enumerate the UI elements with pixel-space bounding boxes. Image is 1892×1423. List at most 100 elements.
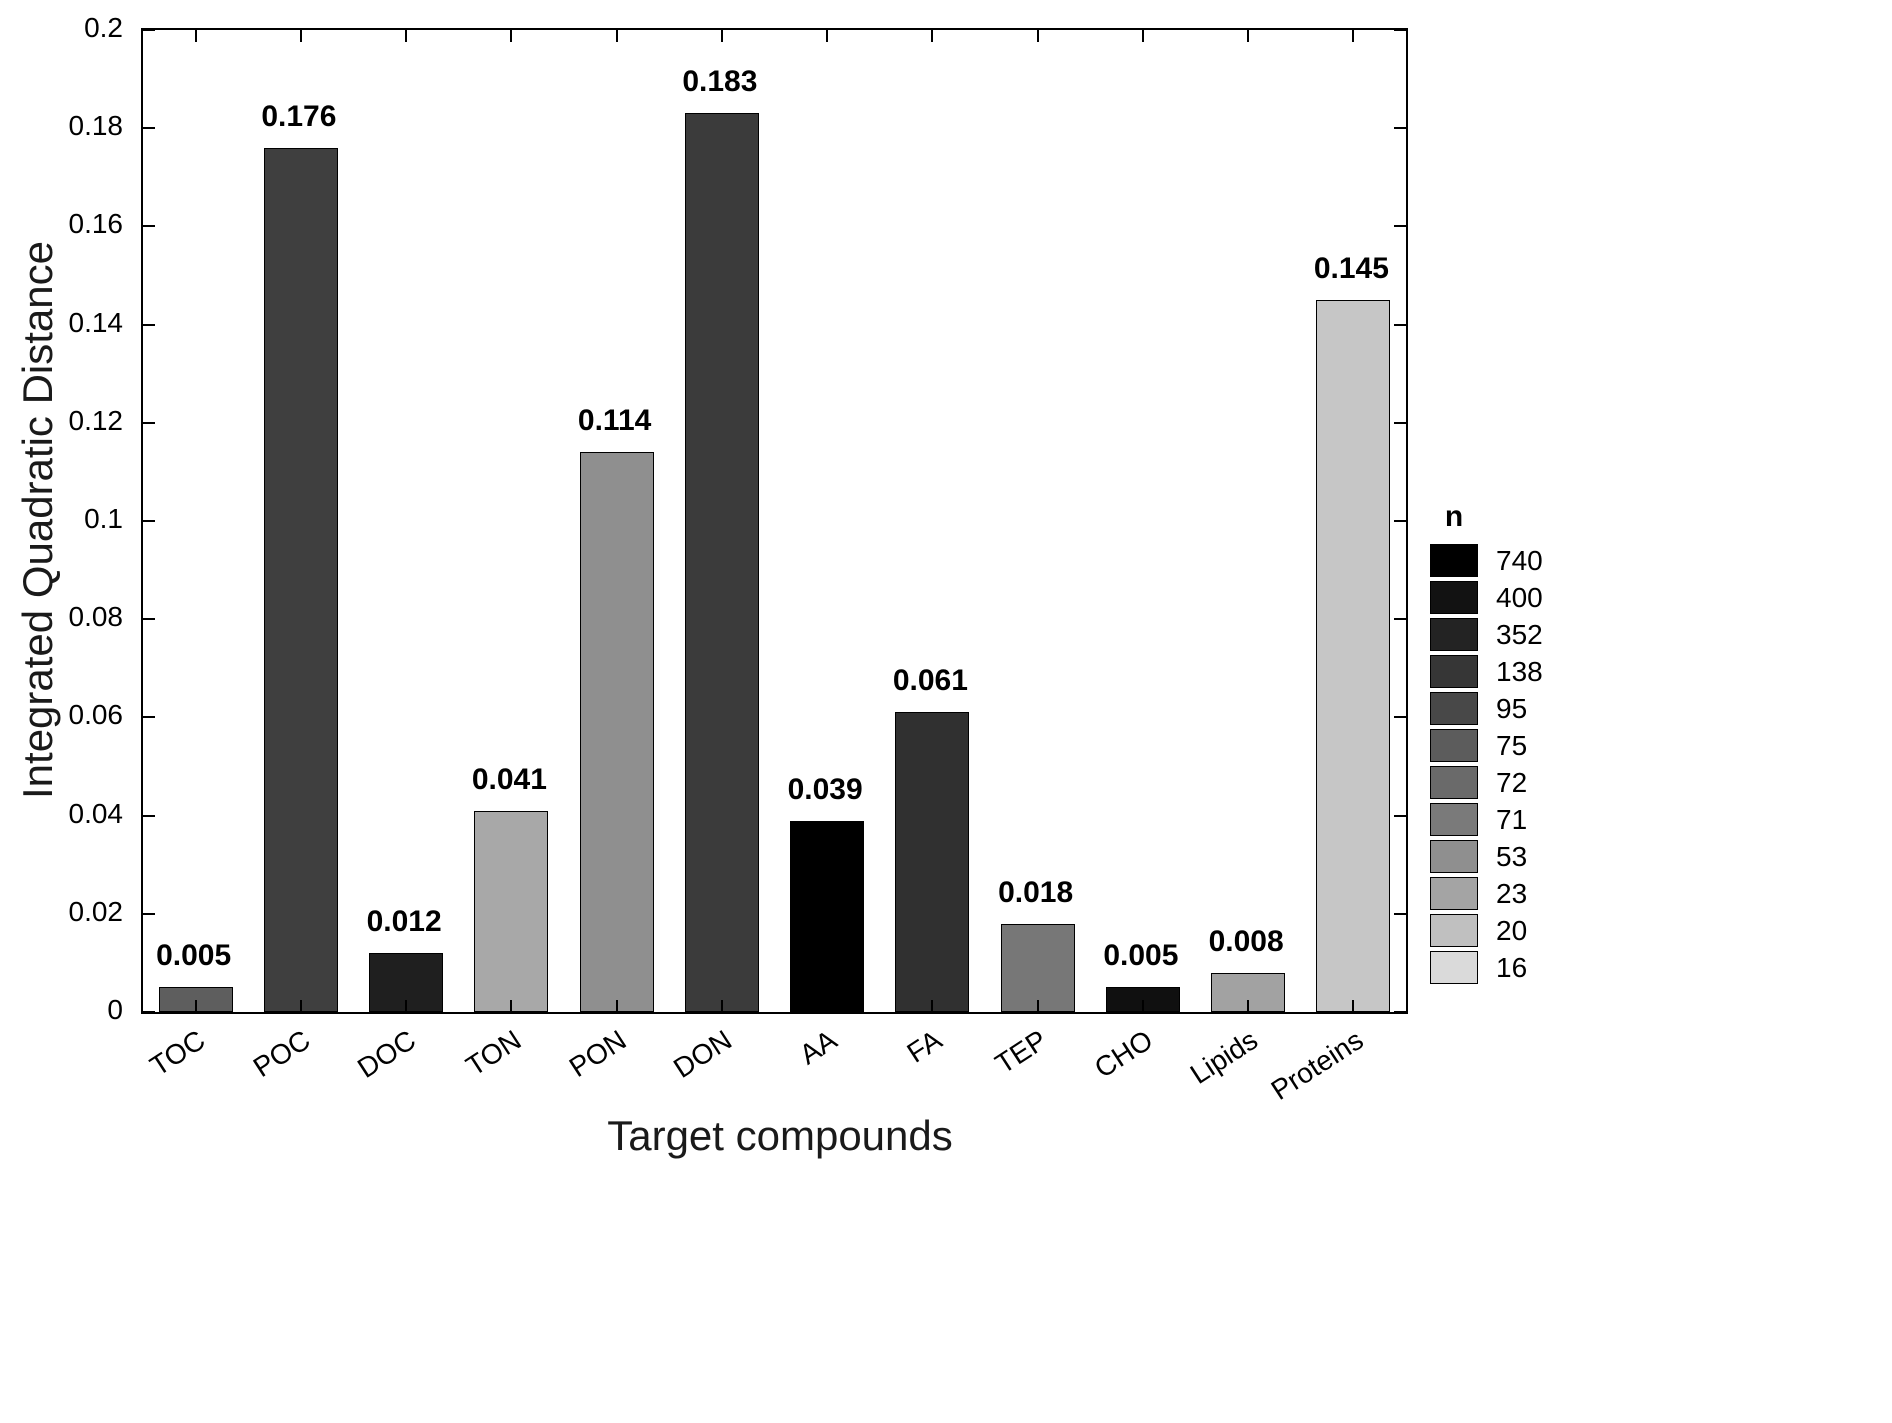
legend-entry: 400: [1430, 581, 1543, 614]
y-tick-mark-left: [143, 618, 155, 621]
y-tick-mark-left: [143, 814, 155, 817]
y-tick-label: 0.14: [68, 306, 124, 338]
x-tick-label-text: TOC: [144, 1024, 211, 1082]
legend-swatch: [1430, 803, 1478, 836]
legend-entry-label: 71: [1496, 803, 1528, 835]
legend-entry: 740: [1430, 544, 1543, 577]
y-tick-mark-left: [143, 520, 155, 522]
y-tick-mark-right: [1394, 323, 1406, 326]
legend-swatch: [1430, 692, 1478, 725]
y-tick-label: 0.1: [84, 503, 123, 534]
x-tick-mark-bottom: [194, 1000, 197, 1012]
x-tick-mark-bottom: [1352, 1000, 1355, 1012]
x-tick-label-text: DON: [667, 1024, 737, 1084]
legend-swatch: [1430, 914, 1478, 947]
x-tick-mark-top: [299, 30, 302, 42]
bar-value-label: 0.039: [787, 772, 863, 806]
legend-entry-label: 75: [1496, 729, 1528, 761]
bar-value-label: 0.176: [261, 99, 337, 133]
x-tick-mark-bottom: [720, 1000, 723, 1012]
bar-value-label: 0.041: [471, 762, 547, 796]
x-tick-mark-top: [1036, 30, 1039, 42]
legend-swatch: [1430, 618, 1478, 651]
x-tick-label-text: PON: [563, 1024, 632, 1084]
bar-value-label: 0.018: [998, 875, 1074, 909]
y-tick-mark-right: [1394, 225, 1406, 228]
bar-AA: [790, 820, 865, 1012]
x-tick-label-text: Proteins: [1265, 1024, 1369, 1106]
bar-value-label: 0.012: [366, 905, 442, 939]
x-axis-label: Target compounds: [607, 1112, 953, 1159]
x-tick-mark-bottom: [1036, 1000, 1039, 1012]
y-tick-label: 0.18: [68, 110, 124, 142]
bar-value-label: 0.008: [1208, 924, 1284, 958]
legend-entry-label: 352: [1496, 618, 1543, 650]
legend-entry: 352: [1430, 618, 1543, 651]
legend-entry: 71: [1430, 803, 1543, 836]
legend-entry-label: 23: [1496, 877, 1528, 909]
x-tick-mark-bottom: [405, 1000, 408, 1012]
x-tick-mark-bottom: [1141, 1000, 1144, 1012]
y-tick-label: 0.16: [68, 208, 124, 240]
legend-entry: 20: [1430, 914, 1543, 947]
bar-value-label: 0.145: [1313, 252, 1389, 286]
legend-swatch: [1430, 581, 1478, 614]
legend-swatch: [1430, 877, 1478, 910]
bar-DON: [684, 113, 759, 1012]
bar-value-label: 0.005: [156, 939, 232, 973]
y-tick-mark-right: [1394, 716, 1406, 719]
legend-swatch: [1430, 729, 1478, 762]
legend-title: n: [1444, 500, 1464, 533]
x-tick-label-text: TON: [460, 1024, 527, 1082]
y-tick-mark-right: [1394, 29, 1406, 31]
y-tick-label: 0.06: [68, 699, 124, 731]
legend: n 740 400 352 138 95 75 72 71 53 23 20 16: [1430, 500, 1543, 988]
legend-swatch: [1430, 544, 1478, 577]
bar-value-label: 0.114: [577, 404, 652, 438]
legend-entry: 53: [1430, 840, 1543, 873]
y-tick-mark-left: [143, 127, 155, 130]
y-tick-mark-right: [1394, 421, 1406, 424]
x-tick-mark-bottom: [826, 1000, 829, 1012]
y-tick-mark-right: [1394, 127, 1406, 130]
x-tick-mark-top: [194, 30, 197, 42]
legend-swatch: [1430, 655, 1478, 688]
x-tick-mark-top: [510, 30, 513, 42]
legend-entry: 72: [1430, 766, 1543, 799]
x-tick-mark-top: [405, 30, 408, 42]
y-tick-mark-left: [143, 225, 155, 228]
x-tick-mark-bottom: [1247, 1000, 1250, 1012]
legend-entry-label: 138: [1496, 655, 1543, 687]
y-tick-mark-left: [143, 716, 155, 719]
legend-entry-label: 16: [1496, 951, 1528, 983]
x-tick-label-text: FA: [901, 1024, 948, 1069]
x-tick-label-text: TEP: [989, 1024, 1053, 1080]
legend-swatch: [1430, 766, 1478, 799]
y-tick-mark-right: [1394, 814, 1406, 817]
y-tick-label: 0.08: [68, 601, 124, 633]
x-tick-mark-bottom: [931, 1000, 934, 1012]
legend-entry: 138: [1430, 655, 1543, 688]
y-tick-mark-left: [143, 29, 155, 31]
y-tick-label: 0: [107, 994, 123, 1025]
legend-entry-label: 53: [1496, 840, 1528, 872]
legend-entry: 16: [1430, 951, 1543, 984]
legend-swatch: [1430, 951, 1478, 984]
x-tick-label-text: Lipids: [1184, 1024, 1264, 1090]
x-tick-mark-top: [1352, 30, 1355, 42]
y-tick-label: 0.12: [68, 404, 124, 436]
legend-entry-label: 740: [1496, 544, 1543, 576]
x-tick-label-text: CHO: [1088, 1024, 1158, 1084]
legend-swatch: [1430, 840, 1478, 873]
y-tick-label: 0.04: [68, 797, 124, 829]
x-tick-mark-top: [1247, 30, 1250, 42]
x-tick-mark-top: [931, 30, 934, 42]
y-tick-mark-left: [143, 421, 155, 424]
y-tick-mark-right: [1394, 520, 1406, 522]
legend-entry-label: 20: [1496, 914, 1528, 946]
x-tick-mark-top: [826, 30, 829, 42]
x-tick-label-text: AA: [793, 1024, 843, 1071]
x-tick-mark-bottom: [510, 1000, 513, 1012]
y-tick-label: 0.2: [84, 12, 123, 43]
